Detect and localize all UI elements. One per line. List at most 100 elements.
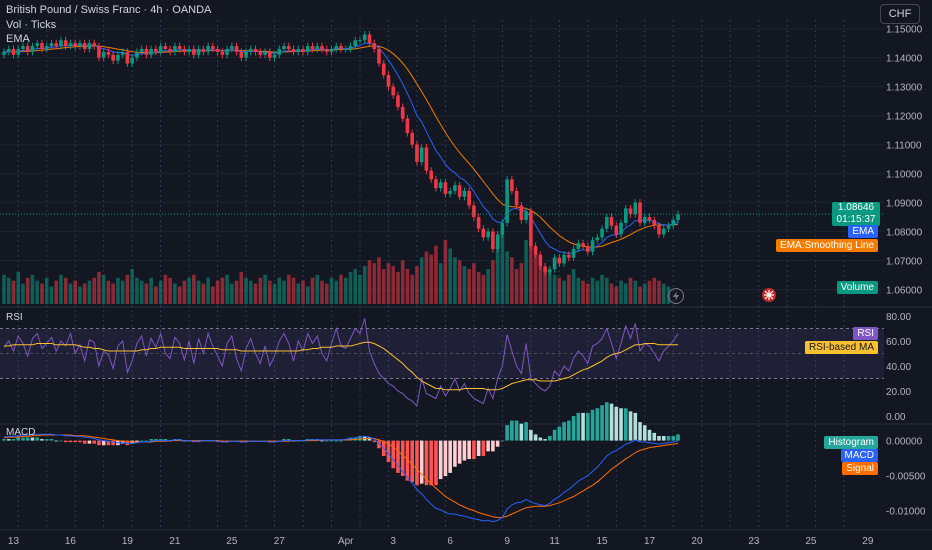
volume-bar[interactable] (339, 274, 343, 304)
candle[interactable] (173, 46, 177, 52)
candle[interactable] (201, 48, 206, 52)
candle[interactable] (135, 51, 139, 58)
volume-bar[interactable] (320, 280, 324, 304)
candle[interactable] (68, 43, 73, 47)
volume-bar[interactable] (486, 269, 490, 304)
histogram-bar[interactable] (68, 440, 73, 443)
histogram-bar[interactable] (63, 440, 68, 443)
candle[interactable] (54, 43, 59, 47)
volume-bar[interactable] (609, 283, 614, 304)
candle[interactable] (111, 54, 115, 61)
macd-pane[interactable] (2, 402, 680, 523)
histogram-bar[interactable] (73, 440, 77, 443)
histogram-bar[interactable] (6, 439, 11, 441)
candle[interactable] (576, 243, 581, 249)
histogram-bar[interactable] (495, 440, 500, 447)
macd-line[interactable] (3, 433, 679, 523)
candle[interactable] (609, 217, 614, 226)
candle[interactable] (49, 43, 54, 47)
histogram-bar[interactable] (54, 440, 59, 442)
candle[interactable] (310, 46, 315, 49)
volume-bar[interactable] (282, 280, 286, 304)
candle[interactable] (348, 46, 353, 49)
candle[interactable] (339, 46, 343, 49)
volume-bar[interactable] (419, 257, 424, 304)
volume-bar[interactable] (638, 286, 642, 305)
volume-bar[interactable] (144, 283, 149, 304)
candle[interactable] (87, 43, 92, 49)
candle[interactable] (286, 46, 291, 49)
candle[interactable] (101, 51, 106, 58)
volume-bar[interactable] (97, 271, 101, 304)
volume-bar[interactable] (182, 280, 187, 304)
histogram-bar[interactable] (339, 440, 343, 442)
histogram-bar[interactable] (671, 435, 676, 441)
candle[interactable] (244, 51, 248, 58)
candle[interactable] (258, 51, 263, 55)
volume-indicator-label[interactable]: Vol · Ticks (6, 19, 57, 31)
candle[interactable] (481, 228, 486, 238)
volume-bar[interactable] (571, 269, 576, 304)
candle[interactable] (396, 95, 400, 107)
candle[interactable] (476, 217, 481, 229)
volume-bar[interactable] (296, 283, 301, 304)
histogram-bar[interactable] (16, 437, 21, 441)
volume-bar[interactable] (623, 283, 628, 304)
candle[interactable] (400, 106, 405, 119)
histogram-bar[interactable] (419, 440, 424, 484)
histogram-bar[interactable] (163, 439, 168, 441)
histogram-bar[interactable] (391, 440, 396, 469)
candle[interactable] (282, 46, 286, 49)
volume-bar[interactable] (277, 277, 282, 304)
candle[interactable] (391, 86, 396, 96)
volume-bar[interactable] (519, 263, 524, 304)
histogram-bar[interactable] (500, 440, 505, 442)
candle[interactable] (647, 217, 652, 220)
candle[interactable] (296, 48, 301, 52)
histogram-bar[interactable] (581, 412, 585, 441)
candle[interactable] (40, 43, 44, 49)
candle[interactable] (206, 46, 210, 52)
histogram-bar[interactable] (30, 437, 35, 441)
histogram-bar[interactable] (562, 422, 566, 441)
histogram-bar[interactable] (324, 440, 329, 442)
candle[interactable] (505, 179, 509, 223)
candle[interactable] (30, 46, 35, 52)
volume-bar[interactable] (154, 286, 158, 305)
candle[interactable] (623, 208, 628, 223)
candle[interactable] (239, 51, 244, 58)
volume-bar[interactable] (177, 286, 182, 305)
volume-bar[interactable] (106, 280, 111, 304)
histogram-bar[interactable] (139, 440, 144, 442)
candle[interactable] (234, 46, 239, 52)
candle[interactable] (291, 48, 296, 52)
candle[interactable] (605, 217, 609, 229)
volume-bar[interactable] (2, 274, 6, 304)
candle[interactable] (557, 257, 562, 264)
histogram-bar[interactable] (320, 440, 324, 442)
volume-bar[interactable] (614, 286, 619, 305)
candle[interactable] (196, 48, 201, 55)
candle[interactable] (595, 237, 600, 241)
candle[interactable] (149, 48, 153, 55)
histogram-bar[interactable] (59, 440, 63, 442)
volume-bar[interactable] (586, 283, 590, 304)
histogram-bar[interactable] (49, 439, 54, 441)
volume-bar[interactable] (381, 269, 386, 304)
histogram-bar[interactable] (97, 440, 101, 446)
volume-bar[interactable] (391, 266, 396, 304)
candle[interactable] (661, 228, 666, 235)
volume-bar[interactable] (187, 277, 191, 304)
histogram-bar[interactable] (35, 437, 40, 441)
histogram-bar[interactable] (586, 412, 590, 441)
candle[interactable] (410, 133, 414, 145)
candle[interactable] (334, 46, 339, 49)
histogram-bar[interactable] (661, 435, 666, 441)
candle[interactable] (324, 48, 329, 52)
histogram-bar[interactable] (524, 422, 528, 441)
candle[interactable] (642, 217, 647, 223)
candle[interactable] (571, 248, 576, 258)
histogram-bar[interactable] (448, 440, 452, 473)
volume-bar[interactable] (230, 283, 234, 304)
volume-bar[interactable] (253, 283, 258, 304)
